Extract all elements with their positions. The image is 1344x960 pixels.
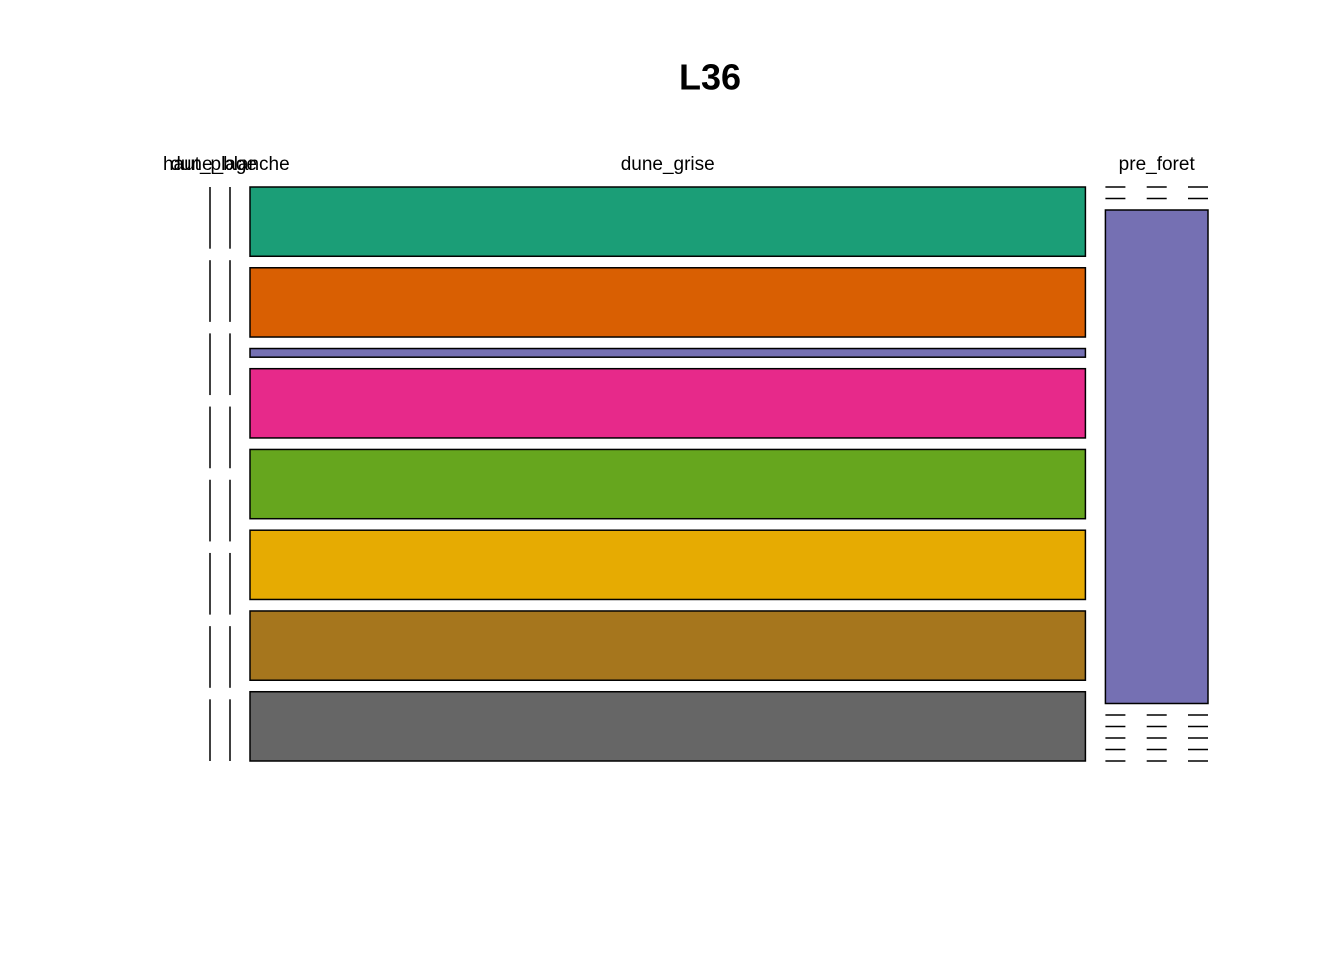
column-label: haut_plage xyxy=(163,154,257,175)
cell xyxy=(249,186,1087,258)
cell xyxy=(249,448,1087,520)
cell xyxy=(249,529,1087,601)
column-label: dune_grise xyxy=(621,154,715,175)
column-label: pre_foret xyxy=(1119,154,1196,175)
cell xyxy=(249,690,1087,762)
cell xyxy=(1104,209,1209,705)
cell xyxy=(249,367,1087,439)
cell xyxy=(249,267,1087,338)
cell xyxy=(249,347,1087,358)
chart-title: L36 xyxy=(679,57,741,98)
cell xyxy=(249,610,1087,681)
column-label: dune_blanche xyxy=(170,154,289,175)
